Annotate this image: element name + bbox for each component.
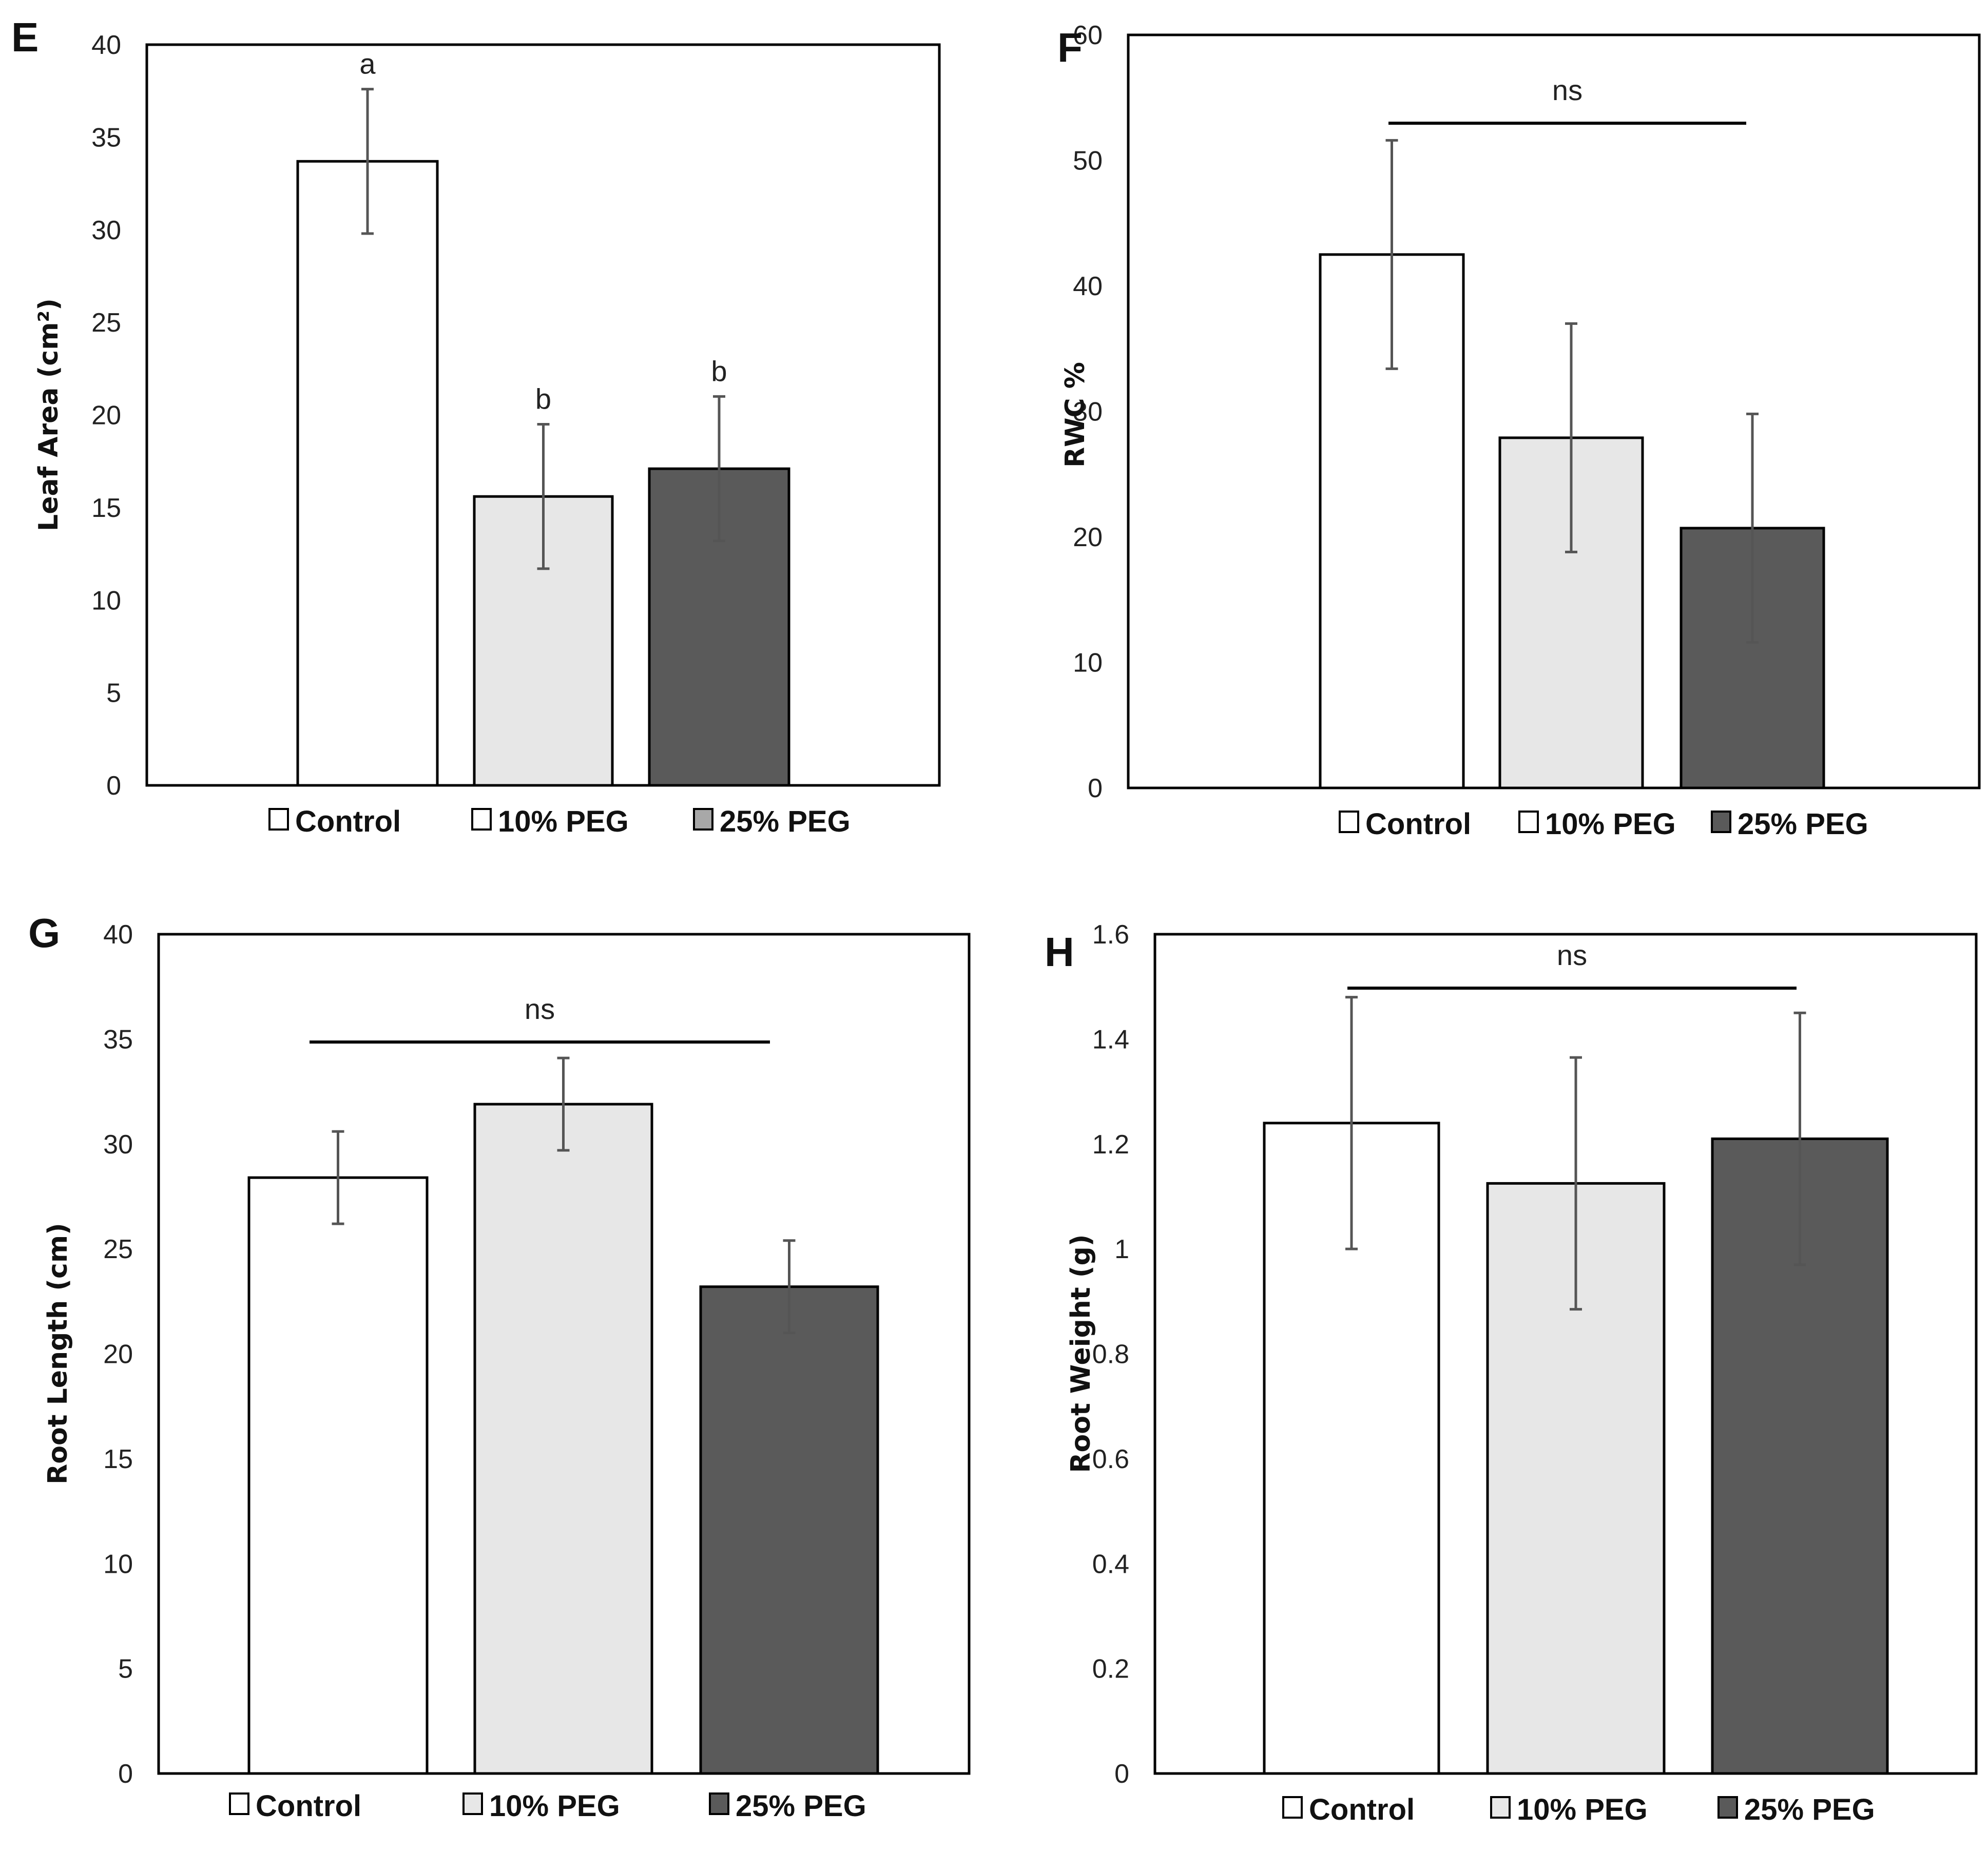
y-tick-label: 30 (1073, 397, 1103, 427)
significance-letter: b (711, 355, 727, 387)
y-tick-label: 0.2 (1092, 1654, 1129, 1684)
error-bar (1793, 1011, 1806, 1266)
legend-label: 25% PEG (736, 1789, 866, 1823)
y-tick-label: 0.6 (1092, 1444, 1129, 1474)
legend-label: Control (256, 1789, 361, 1823)
y-tick-label: 35 (103, 1025, 133, 1054)
y-axis-title: RWC % (1060, 362, 1091, 468)
y-tick-label: 20 (103, 1340, 133, 1370)
bar-control (247, 1176, 429, 1775)
legend-swatch (1717, 1796, 1738, 1819)
y-tick-label: 10 (1073, 648, 1103, 678)
panel-letter: G (28, 910, 60, 956)
bar-25-peg (699, 1285, 879, 1775)
error-bar (1385, 139, 1398, 370)
y-tick-label: 50 (1073, 146, 1103, 176)
y-axis-title: Root Length (cm) (43, 1223, 73, 1484)
error-bar (1570, 1056, 1582, 1311)
y-tick-label: 1.4 (1092, 1025, 1129, 1054)
y-tick-label: 1 (1114, 1235, 1129, 1264)
bar-10-peg (473, 1103, 653, 1775)
legend-swatch (1339, 811, 1359, 833)
chart-panel-g: 0 5 10 15 20 25 30 35 40 Root Length (cm) Gns Contr… (28, 910, 971, 1823)
y-tick-label: 35 (91, 123, 121, 152)
significance-letter: b (535, 383, 551, 415)
legend-swatch (1490, 1796, 1511, 1819)
y-tick-label: 30 (103, 1130, 133, 1160)
error-bar (1345, 996, 1358, 1250)
legend-swatch (709, 1792, 729, 1815)
error-bar (332, 1130, 344, 1225)
y-tick-label: 20 (1073, 523, 1103, 552)
significance-letter: a (359, 48, 376, 80)
y-tick-label: 0 (1114, 1759, 1129, 1789)
panel-letter: E (11, 14, 38, 60)
y-tick-label: 15 (103, 1444, 133, 1474)
y-tick-label: 0.8 (1092, 1340, 1129, 1370)
y-tick-label: 5 (106, 679, 121, 708)
legend-label: 10% PEG (1545, 807, 1676, 841)
y-tick-label: 0 (118, 1759, 133, 1789)
significance-label: ns (525, 993, 555, 1025)
y-tick-label: 40 (91, 30, 121, 60)
chart-panel-f: 0 10 20 30 40 50 60 RWC % Fns Control 10% PEG 25% P… (1057, 21, 1981, 841)
y-tick-label: 10 (103, 1549, 133, 1579)
legend-swatch (462, 1792, 483, 1815)
y-tick-label: 1.2 (1092, 1130, 1129, 1160)
legend-label: Control (295, 805, 401, 838)
y-tick-label: 0 (106, 771, 121, 801)
y-tick-label: 40 (103, 920, 133, 950)
y-tick-label: 25 (91, 308, 121, 338)
legend: Control 10% PEG 25% PEG (229, 1789, 866, 1823)
y-tick-label: 0.4 (1092, 1549, 1129, 1579)
legend-label: 25% PEG (1738, 807, 1868, 841)
y-tick-label: 25 (103, 1235, 133, 1264)
legend-label: Control (1365, 807, 1471, 841)
error-bar (537, 423, 550, 570)
legend: Control 10% PEG 25% PEG (268, 805, 851, 838)
y-axis-title: Root Weight (g) (1066, 1234, 1096, 1473)
y-axis-title: Leaf Area (cm²) (33, 298, 64, 531)
y-tick-label: 30 (91, 216, 121, 245)
error-bar (713, 395, 725, 543)
legend-swatch (1711, 811, 1731, 833)
y-tick-label: 5 (118, 1654, 133, 1684)
significance-label: ns (1557, 939, 1587, 971)
error-bar (557, 1056, 570, 1152)
legend-swatch (471, 808, 492, 831)
error-bar (1565, 322, 1577, 553)
legend-swatch (693, 808, 713, 831)
error-bar (361, 88, 374, 235)
legend: Control 10% PEG 25% PEG (1282, 1793, 1875, 1826)
y-tick-label: 60 (1073, 21, 1103, 50)
legend-swatch (229, 1792, 249, 1815)
y-tick-label: 10 (91, 586, 121, 615)
y-tick-label: 1.6 (1092, 920, 1129, 950)
chart-panel-h: 0 0.2 0.4 0.6 0.8 1 1.2 1.4 1.6 Root Weight (g) H n… (1045, 920, 1978, 1826)
y-tick-label: 15 (91, 493, 121, 523)
y-tick-label: 20 (91, 401, 121, 431)
legend-swatch (268, 808, 289, 831)
chart-panel-e: 0 5 10 15 20 25 30 35 40 Leaf Area (cm²) Ea b b Contr… (11, 14, 941, 838)
legend-label: 10% PEG (498, 805, 629, 838)
panel-letter: F (1057, 25, 1083, 70)
legend-swatch (1282, 1796, 1303, 1819)
legend-label: 25% PEG (720, 805, 851, 838)
legend-swatch (1518, 811, 1539, 833)
legend-label: 25% PEG (1744, 1793, 1875, 1826)
bar-control (296, 160, 439, 787)
y-tick-label: 0 (1088, 774, 1103, 803)
significance-label: ns (1552, 74, 1582, 106)
error-bar (1746, 412, 1759, 644)
legend-label: 10% PEG (489, 1789, 620, 1823)
y-tick-label: 40 (1073, 272, 1103, 301)
legend: Control 10% PEG 25% PEG (1339, 807, 1868, 841)
error-bar (783, 1239, 796, 1335)
legend-label: 10% PEG (1517, 1793, 1648, 1826)
panel-letter: H (1045, 929, 1074, 975)
legend-label: Control (1309, 1793, 1415, 1826)
